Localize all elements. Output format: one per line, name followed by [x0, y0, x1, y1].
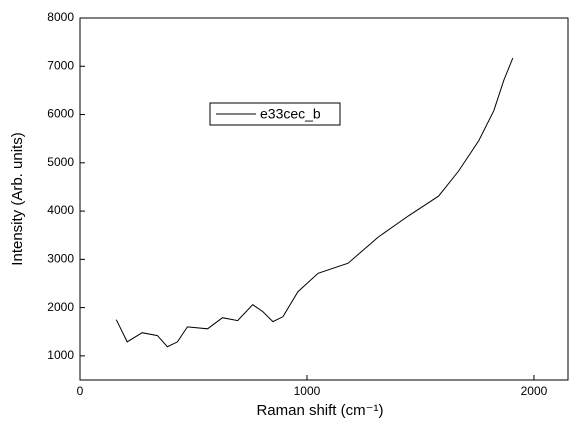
x-axis-label: Raman shift (cm⁻¹)	[256, 402, 383, 419]
y-axis-label: Intensity (Arb. units)	[9, 132, 26, 265]
y-tick-label: 8000	[47, 10, 74, 24]
x-tick-label: 0	[77, 384, 84, 398]
legend-box	[209, 102, 341, 126]
y-tick-label: 3000	[47, 252, 74, 266]
legend-label: e33cec_b	[260, 106, 321, 122]
series-line	[115, 57, 514, 348]
x-tick-label: 1000	[294, 384, 321, 398]
y-tick-label: 4000	[47, 203, 74, 217]
y-tick-label: 2000	[47, 300, 74, 314]
y-tick-label: 7000	[47, 58, 74, 72]
plot-frame	[79, 17, 569, 381]
y-tick-label: 5000	[47, 155, 74, 169]
y-tick-label: 6000	[47, 107, 74, 121]
y-tick-label: 1000	[47, 348, 74, 362]
x-tick-label: 2000	[521, 384, 548, 398]
